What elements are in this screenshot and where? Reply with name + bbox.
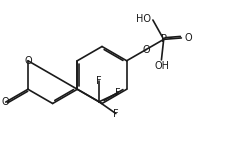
Text: P: P [161, 34, 167, 44]
Text: O: O [1, 97, 9, 107]
Text: O: O [142, 45, 150, 55]
Text: F: F [113, 109, 119, 119]
Text: O: O [24, 56, 32, 66]
Text: HO: HO [136, 15, 151, 25]
Text: OH: OH [155, 61, 170, 71]
Text: F: F [115, 88, 121, 98]
Text: O: O [185, 33, 192, 43]
Text: F: F [96, 76, 102, 86]
